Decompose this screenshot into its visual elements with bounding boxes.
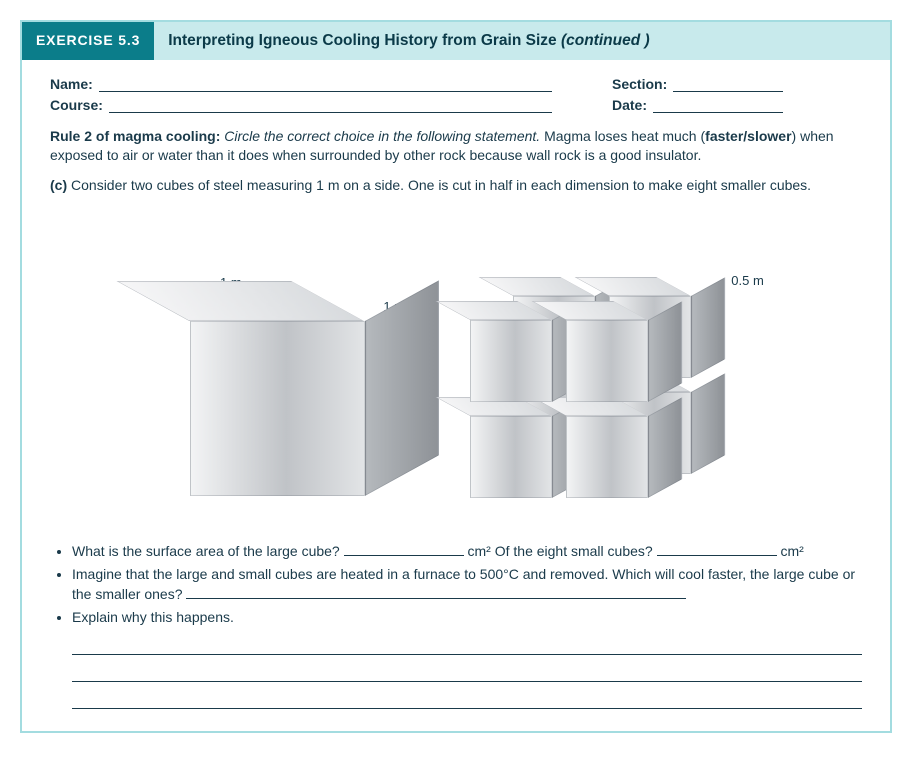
small-cube-label: 0.5 m xyxy=(731,273,764,288)
answer-line-3[interactable] xyxy=(72,690,862,709)
question-3: Explain why this happens. xyxy=(72,607,862,627)
rule2-instruction: Circle the correct choice in the followi… xyxy=(224,128,540,144)
small-cube xyxy=(566,301,682,402)
name-blank[interactable] xyxy=(99,76,552,92)
rule2-statement-a: Magma loses heat much ( xyxy=(544,128,705,144)
cube-figure: 1 m 1 m 0.5 m xyxy=(50,221,862,531)
course-blank[interactable] xyxy=(109,96,552,112)
q1-unit-a: cm² xyxy=(468,543,491,559)
exercise-title-text: Interpreting Igneous Cooling History fro… xyxy=(168,32,556,49)
small-cube xyxy=(566,397,682,498)
exercise-number-badge: EXERCISE 5.3 xyxy=(22,22,154,60)
rule2-lead: Rule 2 of magma cooling: xyxy=(50,128,220,144)
question-list: What is the surface area of the large cu… xyxy=(50,541,862,628)
part-c: (c) Consider two cubes of steel measurin… xyxy=(50,176,862,196)
q1-unit-b: cm² xyxy=(780,543,803,559)
info-row-2: Course: Date: xyxy=(50,96,862,112)
question-2: Imagine that the large and small cubes a… xyxy=(72,564,862,605)
rule2-choice[interactable]: faster/slower xyxy=(705,128,791,144)
date-blank[interactable] xyxy=(653,96,783,112)
section-blank[interactable] xyxy=(673,76,783,92)
big-cube xyxy=(190,281,439,496)
section-label: Section: xyxy=(612,76,667,92)
q1-blank-b[interactable] xyxy=(657,541,777,556)
q1-blank-a[interactable] xyxy=(344,541,464,556)
exercise-page: EXERCISE 5.3 Interpreting Igneous Coolin… xyxy=(20,20,892,733)
name-label: Name: xyxy=(50,76,93,92)
exercise-header: EXERCISE 5.3 Interpreting Igneous Coolin… xyxy=(22,22,890,60)
part-c-tag: (c) xyxy=(50,177,67,193)
q1-text-a: What is the surface area of the large cu… xyxy=(72,543,340,559)
question-1: What is the surface area of the large cu… xyxy=(72,541,862,561)
q2-blank[interactable] xyxy=(186,584,686,599)
exercise-title: Interpreting Igneous Cooling History fro… xyxy=(154,22,890,60)
continued-marker: (continued ) xyxy=(561,32,650,49)
answer-line-2[interactable] xyxy=(72,663,862,682)
rule2-paragraph: Rule 2 of magma cooling: Circle the corr… xyxy=(50,127,862,166)
date-label: Date: xyxy=(612,97,647,113)
course-label: Course: xyxy=(50,97,103,113)
info-row-1: Name: Section: xyxy=(50,76,862,92)
q1-text-b: Of the eight small cubes? xyxy=(495,543,653,559)
exercise-body: Name: Section: Course: Date: Rule 2 of m… xyxy=(22,60,890,731)
answer-line-1[interactable] xyxy=(72,636,862,655)
part-c-text: Consider two cubes of steel measuring 1 … xyxy=(71,177,811,193)
q3-text: Explain why this happens. xyxy=(72,609,234,625)
